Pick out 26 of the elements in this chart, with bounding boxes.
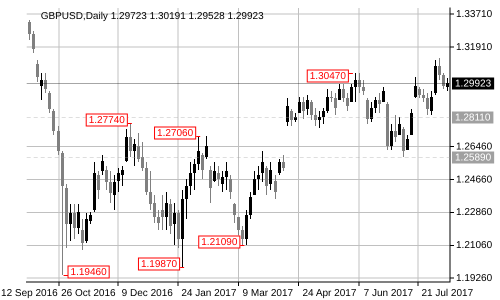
y-tick-label: 1.31910 (456, 42, 493, 53)
y-tick-label: 1.33710 (456, 8, 493, 20)
x-tick-label: 12 Sep 2016 (1, 288, 58, 299)
x-tick-label: 24 Apr 2017 (302, 288, 357, 299)
ref-line-label: 1.29923 (455, 78, 492, 90)
x-tick-label: 9 Mar 2017 (242, 288, 294, 299)
chart-title: GBPUSD,Daily 1.29723 1.30191 1.29528 1.29923 (40, 10, 264, 22)
y-tick-label: 1.19260 (456, 272, 493, 284)
x-tick-label: 7 Jun 2017 (364, 288, 414, 299)
annotation: 1.27740 (88, 114, 126, 126)
x-tick-label: 24 Jan 2017 (181, 288, 237, 299)
annotation: 1.21090 (201, 236, 238, 248)
annotation: 1.19870 (140, 258, 178, 270)
y-tick-label: 1.21060 (456, 240, 493, 252)
x-tick-label: 21 Jul 2017 (421, 288, 474, 299)
annotation: 1.30470 (310, 70, 346, 82)
annotation: 1.27060 (157, 128, 194, 139)
x-tick-label: 9 Dec 2016 (122, 288, 174, 299)
ref-line-label: 1.28110 (455, 112, 491, 124)
x-tick-label: 26 Oct 2016 (61, 288, 116, 299)
candlestick (330, 91, 333, 102)
ref-line-label: 1.25890 (455, 152, 492, 164)
annotation: 1.19460 (70, 266, 108, 278)
y-tick-label: 1.22860 (456, 207, 493, 218)
y-tick-label: 1.26460 (456, 141, 493, 152)
y-tick-label: 1.24660 (456, 174, 493, 186)
